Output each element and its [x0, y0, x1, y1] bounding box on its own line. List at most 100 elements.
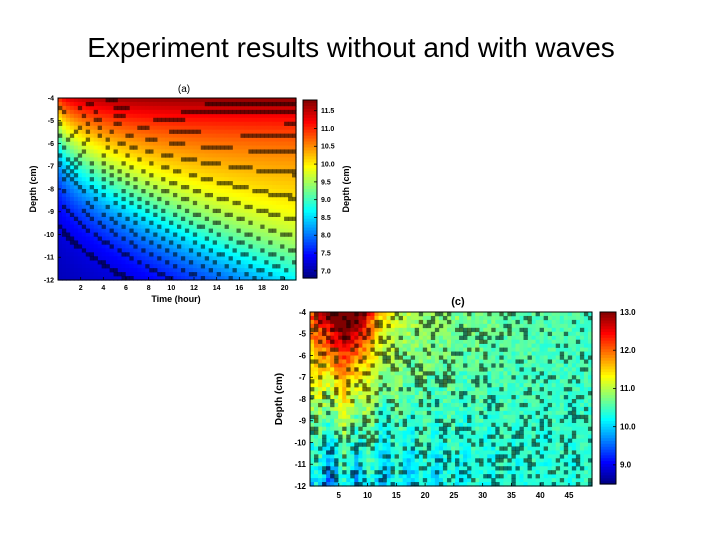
heatmap-c-cell [338, 312, 343, 317]
heatmap-c-cell [310, 434, 315, 440]
heatmap-a-cell [129, 236, 134, 242]
heatmap-a-contour [101, 153, 106, 158]
heatmap-a-cell [204, 232, 210, 238]
heatmap-a-contour [236, 101, 241, 107]
heatmap-a-cell [240, 181, 246, 186]
heatmap-a-cell [153, 98, 158, 103]
heatmap-c-cell [322, 387, 327, 392]
heatmap-c-cell [398, 367, 404, 372]
heatmap-a-cell [69, 248, 75, 253]
heatmap-c-cell [430, 458, 436, 463]
heatmap-a-cell [284, 272, 289, 277]
heatmap-a-cell [216, 268, 222, 273]
heatmap-a-cell [200, 98, 206, 103]
heatmap-c-cell [310, 454, 315, 459]
heatmap-c-cell [366, 406, 372, 412]
heatmap-a-cell [69, 157, 75, 162]
heatmap-c-cell [426, 335, 432, 341]
heatmap-a-cell [244, 196, 249, 202]
heatmap-c-cell [314, 343, 319, 349]
heatmap-a-cell [125, 109, 130, 115]
heatmap-a-cell [85, 145, 91, 151]
heatmap-a-cell [184, 244, 190, 249]
heatmap-c-cell [390, 355, 396, 361]
heatmap-c-cell [410, 343, 416, 349]
heatmap-c-cell [414, 395, 420, 400]
heatmap-c-cell [394, 395, 400, 400]
heatmap-a-cell [276, 153, 281, 158]
heatmap-c-cell [354, 474, 359, 479]
heatmap-c-cell [354, 466, 359, 471]
heatmap-c-cell [370, 402, 376, 408]
heatmap-c-cell [398, 482, 404, 487]
heatmap-a-cell [133, 200, 138, 206]
heatmap-c-cell [374, 450, 380, 455]
heatmap-c-cell [354, 371, 359, 376]
heatmap-a-cell [224, 121, 230, 127]
heatmap-c-cell [386, 434, 392, 440]
heatmap-c-cell [434, 442, 440, 448]
heatmap-a-contour [141, 248, 146, 253]
heatmap-c-cell [318, 355, 323, 361]
heatmap-a-contour [121, 113, 126, 119]
heatmap-a-cell [280, 129, 285, 135]
heatmap-c-cell [374, 387, 380, 392]
heatmap-a-cell [264, 192, 269, 198]
heatmap-a-cell [224, 161, 230, 166]
heatmap-a-cell [196, 244, 202, 249]
heatmap-c-cell [442, 406, 448, 412]
heatmap-a-cell [244, 113, 249, 119]
heatmap-a-cell [105, 248, 111, 253]
heatmap-a-cell [101, 220, 107, 226]
heatmap-c-cell [446, 474, 452, 479]
heatmap-a-cell [93, 268, 99, 273]
heatmap-c-cell [446, 339, 452, 345]
heatmap-a-cell [188, 204, 194, 210]
heatmap-a-cell [216, 200, 222, 206]
heatmap-c-cell [326, 331, 331, 337]
heatmap-c-cell [414, 406, 420, 412]
heatmap-a-cell [85, 216, 91, 222]
heatmap-a-cell [97, 264, 103, 269]
heatmap-c-cell [382, 315, 388, 321]
heatmap-a-cell [196, 208, 202, 214]
heatmap-c-cell [406, 406, 412, 412]
heatmap-a-contour [121, 141, 126, 146]
heatmap-c-cell [394, 470, 400, 475]
heatmap-c-cell [318, 478, 323, 483]
heatmap-a-cell [173, 161, 178, 166]
heatmap-a-cell [196, 149, 202, 154]
heatmap-a-cell [220, 129, 226, 135]
heatmap-a-contour [260, 208, 265, 214]
heatmap-a-cell [252, 248, 257, 253]
heatmap-a-cell [65, 260, 71, 265]
heatmap-a-cell [220, 220, 226, 226]
heatmap-a-cell [173, 177, 178, 182]
heatmap-a-cell [97, 101, 103, 107]
heatmap-a-contour [180, 236, 186, 241]
heatmap-c-cell [414, 430, 420, 436]
heatmap-a-contour [216, 181, 221, 186]
heatmap-a-cell [137, 137, 142, 143]
heatmap-a-cell [153, 173, 158, 178]
heatmap-c-cell [378, 454, 384, 459]
heatmap-c-cell [378, 482, 384, 487]
heatmap-a-cell [121, 260, 127, 265]
heatmap-c-cell [406, 319, 412, 325]
heatmap-a-contour [284, 216, 289, 221]
heatmap-a-contours [58, 98, 297, 281]
heatmap-c-cell [406, 442, 412, 448]
heatmap-a-contour [228, 101, 233, 107]
heatmap-a-cell [177, 165, 182, 170]
heatmap-c-cell [358, 312, 363, 317]
heatmap-c-cell [414, 367, 420, 372]
heatmap-a-cell [101, 236, 107, 242]
heatmap-a-cell [157, 101, 162, 107]
heatmap-c-cell [390, 458, 396, 463]
heatmap-c-cell [418, 315, 424, 321]
heatmap-a-cell [292, 228, 297, 234]
heatmap-a-contour [157, 256, 162, 261]
heatmap-c-cell [414, 351, 420, 357]
heatmap-a-contour [248, 244, 253, 249]
heatmap-c-cell [410, 319, 416, 325]
